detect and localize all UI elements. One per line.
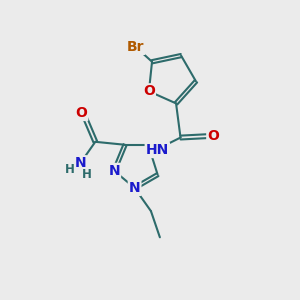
Text: N: N bbox=[75, 156, 86, 170]
Text: Br: Br bbox=[127, 40, 144, 54]
Text: N: N bbox=[129, 181, 140, 195]
Text: H: H bbox=[65, 163, 75, 176]
Text: O: O bbox=[207, 129, 219, 143]
Text: O: O bbox=[75, 106, 87, 120]
Text: N: N bbox=[108, 164, 120, 178]
Text: HN: HN bbox=[146, 143, 169, 157]
Text: O: O bbox=[143, 84, 155, 98]
Text: H: H bbox=[82, 168, 92, 181]
